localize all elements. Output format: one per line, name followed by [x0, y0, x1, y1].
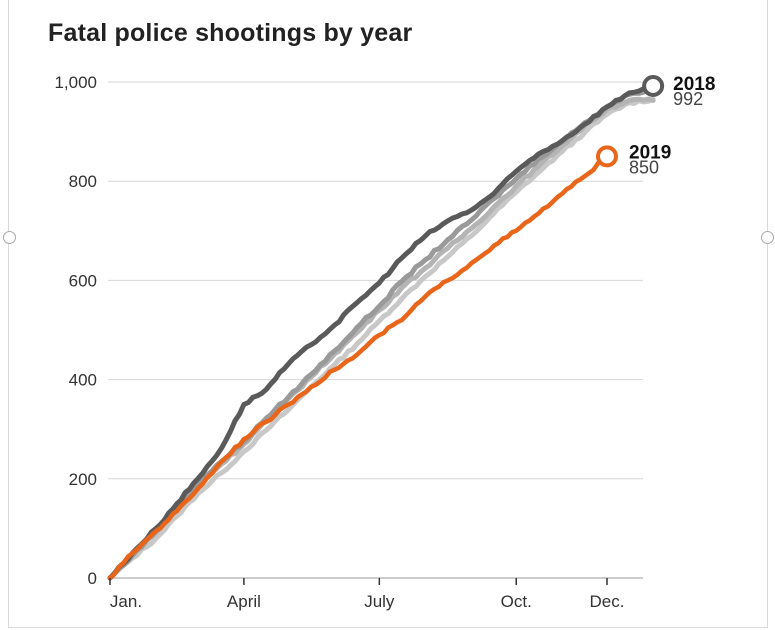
y-tick-label: 0 [88, 569, 97, 588]
x-tick-label: Jan. [110, 592, 142, 611]
series-line-2018 [107, 83, 656, 581]
y-tick-label: 800 [69, 172, 97, 191]
x-tick-label: April [227, 592, 261, 611]
left-resize-handle[interactable] [3, 231, 16, 244]
y-tick-label: 200 [69, 470, 97, 489]
y-tick-label: 400 [69, 371, 97, 390]
chart-title: Fatal police shootings by year [48, 19, 413, 47]
chart-frame [8, 0, 768, 628]
y-tick-label: 1,000 [54, 73, 97, 92]
series-line-2015 [107, 96, 656, 581]
end-label-value-2018: 992 [673, 89, 703, 109]
x-tick-label: Dec. [590, 592, 625, 611]
end-label-year-2018: 2018 [673, 74, 715, 95]
end-marker-2019 [596, 145, 618, 168]
series-line-2016 [107, 96, 656, 581]
end-label-year-2019: 2019 [629, 142, 671, 163]
x-tick-label: July [364, 592, 395, 611]
right-resize-handle[interactable] [761, 231, 774, 244]
end-label-value-2019: 850 [629, 157, 659, 177]
end-marker-2018 [642, 74, 665, 97]
x-tick-label: Oct. [501, 592, 532, 611]
series-line-2019 [107, 154, 610, 581]
y-tick-label: 600 [69, 271, 97, 290]
